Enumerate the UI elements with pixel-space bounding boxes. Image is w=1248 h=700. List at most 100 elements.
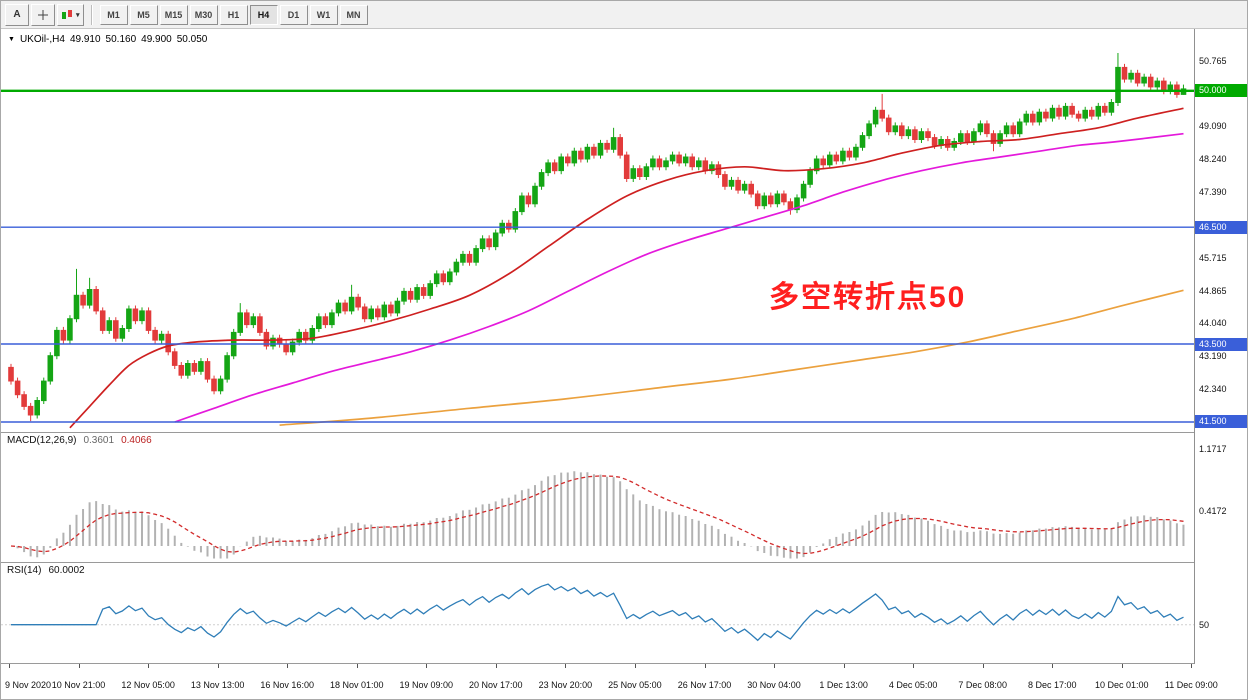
timeframe-button-d1[interactable]: D1: [279, 4, 308, 25]
time-tick: [913, 664, 915, 668]
time-tick: [565, 664, 567, 668]
price-axis-label: 49.090: [1199, 121, 1227, 132]
rsi-value: 60.0002: [48, 565, 85, 576]
timeframe-button-m5[interactable]: M5: [129, 4, 158, 25]
time-axis-label: 19 Nov 09:00: [399, 680, 454, 690]
timeframe-button-m1[interactable]: M1: [99, 4, 128, 25]
timeframe-button-h1[interactable]: H1: [219, 4, 248, 25]
annotation-text: 多空转折点50: [769, 281, 967, 314]
ma-line-slow: [279, 289, 1184, 426]
macd-main-value: 0.3601: [83, 435, 115, 446]
panel-separator[interactable]: [1, 562, 1247, 563]
time-axis-label: 1 Dec 13:00: [819, 680, 868, 690]
ma-line-medium: [174, 132, 1184, 423]
crosshair-tool-button[interactable]: [31, 3, 55, 26]
time-tick: [148, 664, 150, 668]
time-tick: [217, 664, 219, 668]
main-price-chart[interactable]: [1, 29, 1194, 433]
chart-title: ▼ UKOil-,H4 49.910 50.160 49.900 50.050: [8, 34, 212, 45]
time-tick: [774, 664, 775, 668]
time-axis-label: 30 Nov 04:00: [747, 680, 801, 690]
price-axis-label: 44.040: [1199, 318, 1227, 328]
time-tick: [1052, 664, 1054, 668]
price-axis-label: 47.390: [1199, 187, 1227, 198]
ohlc-close: 50.050: [176, 34, 208, 45]
price-axis-label: 43.190: [1199, 351, 1227, 362]
timeframe-button-h4[interactable]: H4: [249, 4, 278, 25]
price-axis-label: 48.240: [1199, 154, 1227, 165]
price-line-badge[interactable]: 43.500: [1195, 337, 1247, 351]
time-axis-label: 25 Nov 05:00: [608, 680, 662, 690]
time-tick: [287, 664, 289, 668]
price-line-badge[interactable]: 41.500: [1195, 415, 1247, 429]
time-tick: [426, 664, 428, 668]
macd-axis-label: 0.4172: [1199, 506, 1227, 517]
time-axis-label: 16 Nov 16:00: [260, 680, 314, 690]
caret-down-icon: ▾: [76, 11, 80, 19]
price-axis-label: 45.715: [1199, 252, 1227, 263]
ma-line-fast: [69, 107, 1184, 429]
rsi-label: RSI(14) 60.0002: [7, 565, 85, 576]
time-tick: [356, 664, 358, 668]
timeframe-toolbar: M1 M5 M15 M30 H1 H4 D1 W1 MN: [99, 4, 369, 25]
draw-tools-icon: [62, 9, 72, 19]
time-axis-label: 11 Dec 09:00: [1164, 680, 1218, 690]
price-axis-label: 50.765: [1199, 56, 1227, 66]
time-tick: [1121, 664, 1123, 668]
time-axis-label: 23 Nov 20:00: [538, 680, 593, 690]
time-tick: [78, 664, 80, 668]
time-tick: [982, 664, 984, 668]
time-axis-label: 4 Dec 05:00: [888, 680, 938, 690]
rsi-line: [11, 583, 1184, 642]
timeframe-button-m15[interactable]: M15: [159, 4, 188, 25]
timeframe-button-mn[interactable]: MN: [339, 4, 368, 25]
time-tick: [843, 664, 845, 668]
ohlc-high: 50.160: [105, 34, 137, 45]
time-axis-label: 12 Nov 05:00: [121, 680, 175, 690]
panel-separator: [1, 663, 1247, 664]
time-axis-label: 9 Nov 2020: [5, 680, 52, 690]
time-axis-label: 7 Dec 08:00: [958, 680, 1007, 690]
time-axis[interactable]: 9 Nov 2020 10 Nov 21:00 12 Nov 05:00 13 Nov…: [1, 664, 1247, 699]
toolbar-separator: [90, 4, 93, 25]
timeframe-button-m30[interactable]: M30: [189, 4, 218, 25]
draw-tools-dropdown-button[interactable]: ▾: [57, 3, 84, 26]
time-axis-label: 13 Nov 13:00: [190, 680, 245, 690]
timeframe-button-w1[interactable]: W1: [309, 4, 338, 25]
time-axis-label: 26 Nov 17:00: [677, 680, 732, 690]
macd-signal-line: [10, 475, 1184, 555]
panel-separator[interactable]: [1, 432, 1247, 433]
macd-name: MACD(12,26,9): [7, 435, 77, 446]
macd-axis-label: 1.1717: [1199, 443, 1227, 454]
moving-averages: [69, 107, 1184, 429]
price-axis-label: 42.340: [1199, 384, 1227, 395]
time-tick: [704, 664, 706, 668]
chart-expand-icon[interactable]: ▼: [8, 36, 15, 43]
pointer-tool-label: A: [13, 9, 21, 20]
macd-panel[interactable]: [1, 433, 1194, 562]
rsi-panel[interactable]: [1, 563, 1194, 663]
crosshair-icon: [38, 9, 48, 20]
time-tick: [1191, 664, 1193, 668]
ohlc-low: 49.900: [141, 34, 172, 45]
time-tick: [634, 664, 636, 668]
macd-label: MACD(12,26,9) 0.3601 0.4066: [7, 435, 152, 446]
time-tick: [495, 664, 497, 668]
time-axis-label: 10 Nov 21:00: [51, 680, 106, 690]
candles: [8, 53, 1187, 422]
ohlc-open: 49.910: [69, 34, 101, 45]
time-axis-label: 8 Dec 17:00: [1028, 680, 1077, 690]
price-line-badge[interactable]: 46.500: [1195, 220, 1247, 234]
time-tick: [9, 664, 10, 668]
toolbar: A ▾ M1 M5 M15 M30 H1 H4 D1 W1 MN: [1, 1, 1247, 29]
pointer-tool-button[interactable]: A: [5, 3, 29, 26]
rsi-axis-label: 50: [1199, 619, 1210, 630]
chart-symbol-period: UKOil-,H4: [19, 34, 65, 45]
time-axis-label: 20 Nov 17:00: [469, 680, 523, 690]
time-axis-label: 18 Nov 01:00: [330, 680, 384, 690]
price-axis-label: 44.865: [1199, 285, 1227, 296]
macd-signal-value: 0.4066: [121, 435, 152, 446]
price-line-badge[interactable]: 50.000: [1195, 84, 1247, 98]
time-axis-label: 10 Dec 01:00: [1095, 680, 1149, 690]
